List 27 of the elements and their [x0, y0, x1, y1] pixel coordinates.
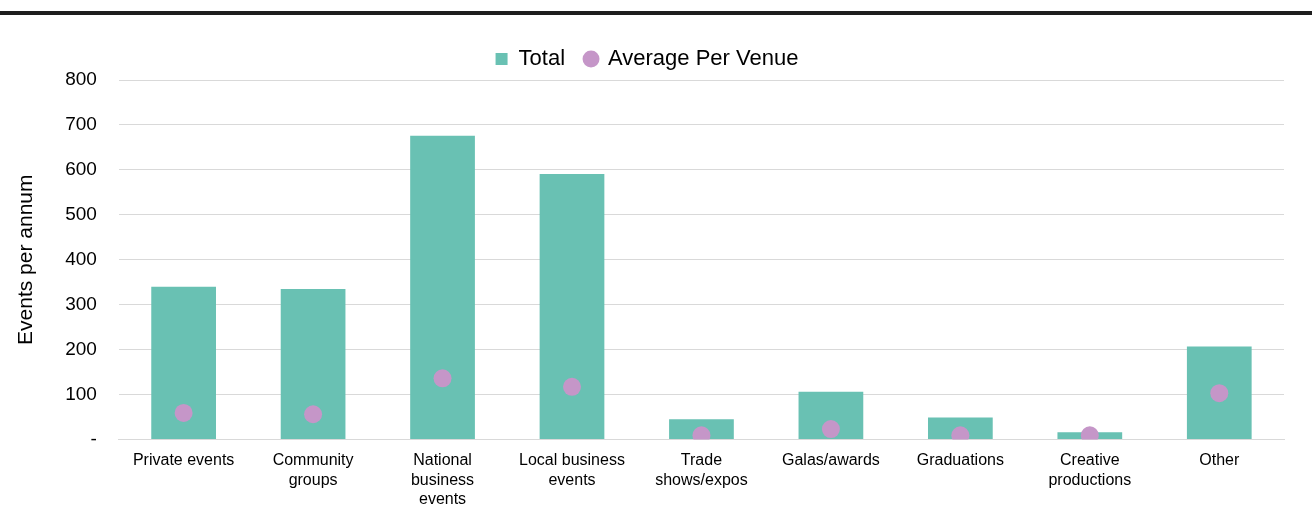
y-axis-title: Events per annum	[13, 174, 37, 345]
x-tick-label: National business events	[410, 451, 475, 507]
x-tick-label: Graduations	[916, 451, 1004, 469]
y-tick-label: 800	[65, 68, 97, 90]
bar	[280, 288, 346, 439]
legend-label: Average Per Venue	[608, 45, 799, 71]
y-tick-label: -	[90, 427, 97, 449]
bar	[410, 135, 475, 439]
bar	[798, 391, 864, 439]
y-tick-label: 300	[65, 292, 97, 314]
bar	[1186, 346, 1252, 439]
bar	[151, 286, 216, 439]
x-tick-label: Trade shows/expos	[655, 451, 748, 488]
bar	[539, 173, 605, 439]
legend-label: Total	[518, 45, 566, 71]
x-tick-label: Community groups	[272, 451, 354, 488]
y-tick-label: 500	[65, 203, 97, 225]
x-tick-label: Galas/awards	[781, 451, 880, 469]
x-tick-label: Local business events	[519, 451, 625, 488]
y-tick-label: 600	[65, 158, 97, 180]
y-tick-label: 200	[65, 337, 97, 359]
y-tick-label: 400	[65, 247, 97, 269]
y-tick-label: 100	[65, 382, 97, 404]
x-tick-label: Other	[1199, 451, 1240, 469]
x-tick-label: Creative productions	[1048, 451, 1132, 488]
x-tick-label: Private events	[132, 451, 235, 469]
y-tick-label: 700	[65, 113, 97, 135]
